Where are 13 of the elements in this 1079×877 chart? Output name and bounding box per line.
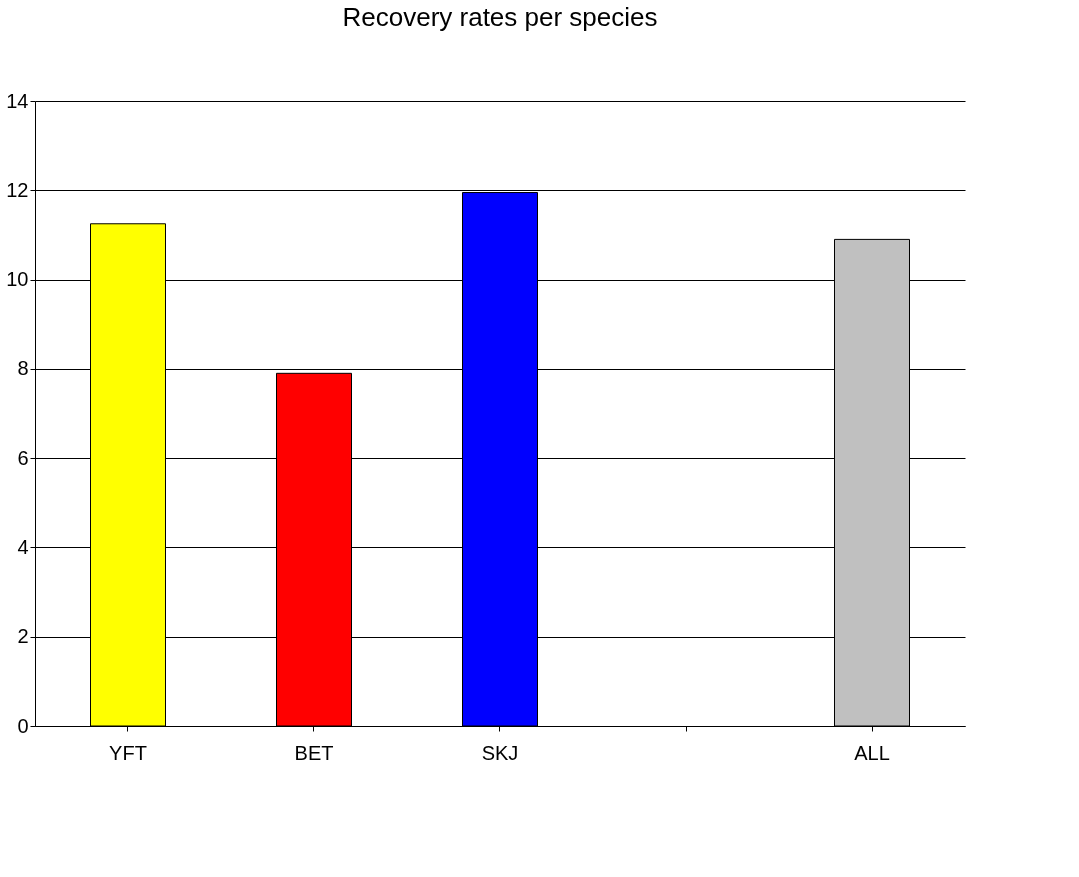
x-tick-label: BET	[294, 741, 334, 764]
y-tick-label: 6	[17, 446, 29, 469]
y-tick-label: 4	[17, 535, 29, 558]
chart-title: Recovery rates per species	[342, 2, 658, 32]
y-tick-label: 8	[17, 357, 29, 380]
y-tick-label: 12	[6, 178, 29, 201]
x-tick-label: YFT	[109, 741, 147, 764]
x-tick-label: ALL	[854, 741, 890, 764]
y-tick-label: 0	[17, 714, 29, 737]
x-tick-label: SKJ	[481, 741, 519, 764]
y-tick-label: 2	[17, 625, 29, 648]
y-tick-label: 14	[6, 89, 29, 112]
y-tick-label: 10	[6, 268, 29, 291]
